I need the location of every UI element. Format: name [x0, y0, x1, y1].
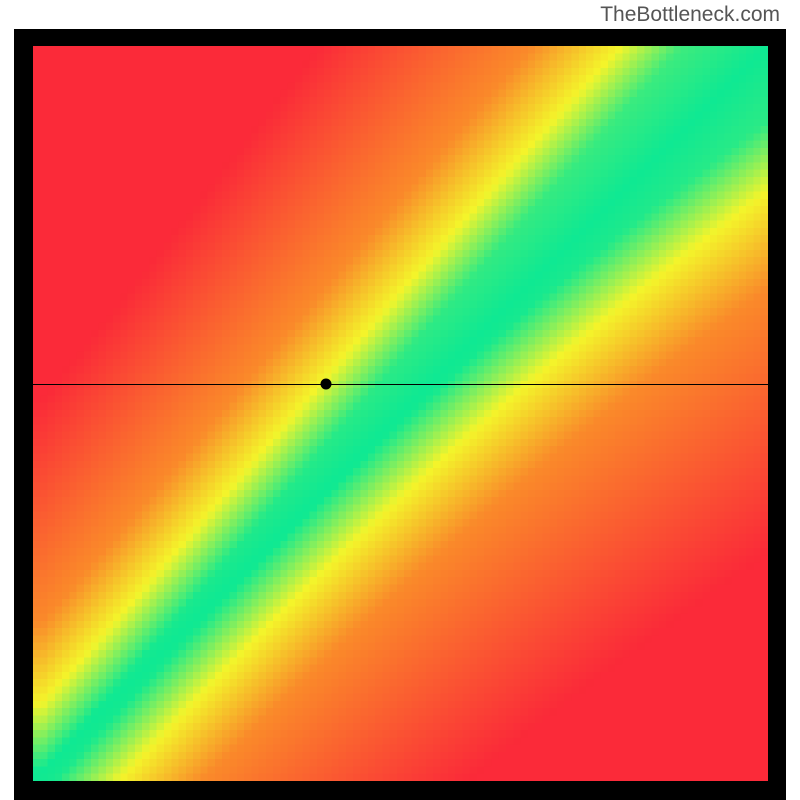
chart-frame — [14, 29, 786, 800]
watermark-text: TheBottleneck.com — [600, 3, 780, 27]
crosshair-horizontal — [33, 384, 768, 385]
chart-container: TheBottleneck.com — [0, 0, 800, 800]
crosshair-marker — [320, 379, 331, 390]
heatmap-canvas — [33, 46, 768, 781]
heatmap-plot — [33, 46, 768, 781]
